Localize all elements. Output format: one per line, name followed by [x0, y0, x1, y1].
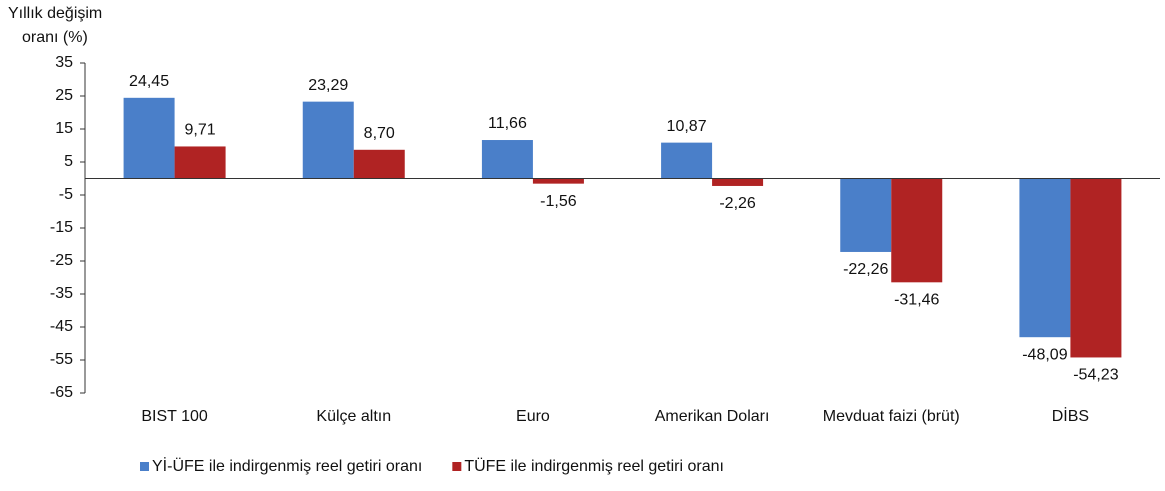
x-tick-label: Mevduat faizi (brüt): [823, 408, 960, 425]
data-label: 10,87: [667, 118, 707, 135]
data-label: -1,56: [540, 193, 577, 210]
bar: [840, 178, 892, 252]
x-tick-label: Külçe altın: [316, 408, 391, 425]
bar: [1019, 178, 1071, 338]
bar: [891, 178, 943, 283]
legend-swatch: [452, 462, 462, 471]
y-tick-label: -15: [50, 219, 73, 236]
y-tick-label: -25: [50, 252, 73, 269]
y-tick-label: 5: [64, 153, 73, 170]
data-label: 23,29: [308, 77, 348, 94]
data-label: -48,09: [1022, 346, 1067, 363]
bar: [712, 178, 764, 186]
bar: [123, 97, 175, 179]
legend-label: Yİ-ÜFE ile indirgenmiş reel getiri oranı: [152, 456, 422, 475]
bar: [174, 146, 226, 179]
legend-label: TÜFE ile indirgenmiş reel getiri oranı: [464, 457, 724, 475]
y-tick-label: -65: [50, 384, 73, 401]
bar: [532, 178, 584, 184]
y-tick-label: -5: [59, 186, 73, 203]
x-tick-label: Euro: [516, 408, 550, 425]
y-tick-label: 25: [55, 87, 73, 104]
y-tick-label: 35: [55, 54, 73, 71]
y-tick-label: 15: [55, 120, 73, 137]
data-label: -22,26: [843, 261, 888, 278]
y-axis-label: oranı (%): [22, 29, 88, 46]
y-tick-label: -55: [50, 351, 73, 368]
data-label: 11,66: [488, 115, 527, 132]
x-tick-label: DİBS: [1052, 406, 1089, 425]
x-tick-label: BIST 100: [141, 408, 208, 425]
data-label: -31,46: [894, 292, 939, 309]
bar: [302, 101, 354, 179]
y-tick-label: -45: [50, 318, 73, 335]
y-axis-label: Yıllık değişim: [8, 5, 102, 22]
bar: [481, 140, 533, 179]
legend-swatch: [140, 462, 149, 471]
data-label: 24,45: [129, 73, 169, 90]
y-tick-label: -35: [50, 285, 73, 302]
data-label: 9,71: [185, 122, 216, 139]
x-tick-label: Amerikan Doları: [655, 408, 770, 425]
bar: [1070, 178, 1122, 358]
bar: [353, 149, 405, 179]
data-label: 8,70: [364, 125, 395, 142]
bar: [661, 142, 713, 179]
data-label: -2,26: [719, 195, 756, 212]
data-label: -54,23: [1073, 367, 1118, 384]
